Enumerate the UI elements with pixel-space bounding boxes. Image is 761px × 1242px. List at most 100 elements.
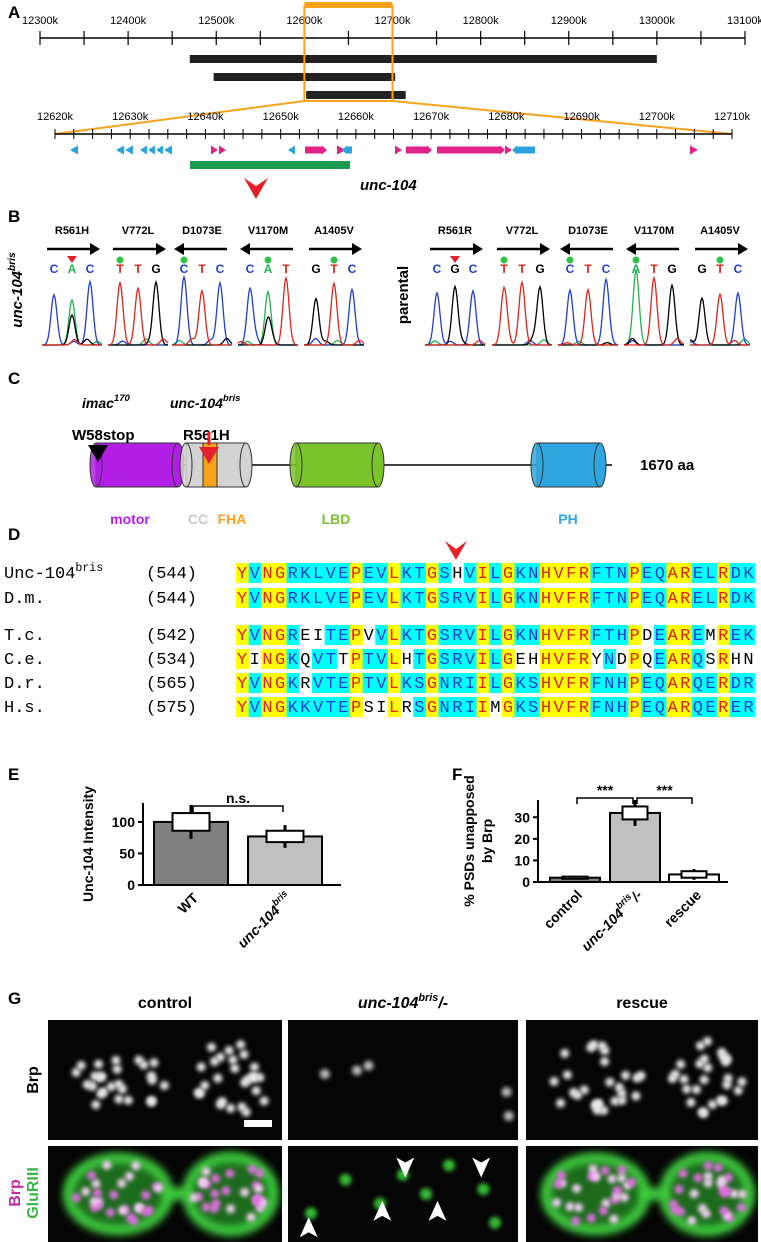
residue-shade: [273, 625, 287, 645]
gene: [70, 145, 78, 155]
micrograph: [48, 1146, 282, 1242]
residue-shade: [463, 588, 477, 608]
significance-label: n.s.: [226, 790, 250, 806]
brp-spot: [248, 1072, 258, 1082]
residue-shade: [299, 588, 313, 608]
brp-spot: [614, 1082, 624, 1092]
residue: S: [364, 699, 374, 718]
brp-spot: [600, 1166, 610, 1176]
start-position: (565): [146, 675, 197, 694]
panel-letter: C: [8, 369, 20, 388]
brp-spot: [693, 1173, 703, 1183]
allele-name-text: imac: [82, 395, 114, 411]
brp-spot: [703, 1063, 713, 1073]
residue: R: [680, 590, 690, 609]
residue: G: [427, 627, 437, 646]
residue: R: [452, 699, 462, 718]
lbd-domain-start: [289, 442, 303, 488]
ruler-label: 12300k: [22, 15, 59, 27]
species-label-sup: bris: [75, 562, 103, 575]
residue: Q: [655, 675, 665, 694]
glur-spot: [639, 1188, 668, 1200]
site-label: V772L: [122, 225, 155, 237]
brp-spot: [112, 1064, 122, 1074]
residue-shade: [362, 649, 376, 669]
error-box: [561, 875, 589, 880]
brp-spot: [549, 1076, 559, 1086]
residue: R: [680, 565, 690, 584]
residue: V: [376, 565, 387, 584]
panel-letter: A: [8, 3, 20, 22]
residue-shade: [628, 588, 642, 608]
residue-shade: [362, 588, 376, 608]
residue-shade: [666, 563, 680, 583]
brp-spot: [230, 1063, 240, 1073]
brp-spot: [689, 1189, 699, 1199]
allele-name-sup: 170: [114, 393, 131, 404]
brp-spot: [201, 1167, 211, 1177]
genotype-label: parental: [395, 266, 412, 324]
site-marker: [566, 256, 574, 264]
ruler-label: 13100k: [727, 15, 761, 27]
brp-spot: [697, 1107, 707, 1117]
residue-shade: [400, 625, 414, 645]
residue-shade: [400, 673, 414, 693]
residue-shade: [413, 563, 427, 583]
residue-shade: [628, 697, 642, 717]
residue-shade: [653, 649, 667, 669]
brp-spot: [678, 1169, 688, 1179]
row-label: GluRIII: [25, 1167, 42, 1219]
base: C: [50, 262, 59, 276]
brp-spot: [612, 1185, 622, 1195]
residue: G: [427, 651, 437, 670]
residue: T: [604, 627, 614, 646]
brp-spot: [71, 1067, 81, 1077]
allele-name-text: unc-104: [170, 395, 223, 411]
brp-spot: [240, 1078, 250, 1088]
residue: H: [617, 675, 627, 694]
brp-spot: [363, 1060, 374, 1071]
residue: A: [667, 675, 678, 694]
residue-shade: [603, 625, 617, 645]
residue: E: [338, 627, 348, 646]
brp-spot: [259, 1096, 269, 1106]
error-box: [171, 812, 211, 832]
brp-spot: [600, 1057, 610, 1067]
residue: K: [300, 565, 311, 584]
residue-shade: [590, 588, 604, 608]
residue: E: [642, 675, 652, 694]
residue-shade: [577, 649, 591, 669]
trace: [424, 288, 486, 346]
brp-spot: [206, 1042, 216, 1052]
residue-shade: [387, 625, 401, 645]
residue-shade: [425, 673, 439, 693]
residue-shade: [742, 563, 756, 583]
residue-shade: [337, 563, 351, 583]
residue: Q: [642, 651, 652, 670]
y-tick-label: 0: [127, 877, 135, 893]
residue-shade: [653, 673, 667, 693]
residue: P: [629, 590, 639, 609]
x-tick-label: unc-104bris: [233, 888, 295, 950]
residue: P: [351, 699, 361, 718]
species-label: D.r.: [4, 675, 45, 694]
residue-shade: [248, 697, 262, 717]
residue-shade: [742, 673, 756, 693]
base: C: [86, 262, 95, 276]
residue-shade: [387, 673, 401, 693]
allele-mutation: R561H: [183, 427, 230, 444]
residue-shade: [514, 625, 528, 645]
residue: K: [516, 699, 527, 718]
residue-shade: [387, 588, 401, 608]
base: G: [535, 262, 544, 276]
residue: K: [516, 675, 527, 694]
trace: [624, 275, 685, 346]
site-label: V772L: [506, 225, 539, 237]
residue-shade: [501, 625, 515, 645]
residue-shade: [463, 673, 477, 693]
brp-spot: [733, 1085, 743, 1095]
residue: F: [566, 565, 576, 584]
residue: R: [288, 627, 298, 646]
brp-spot: [249, 1062, 259, 1072]
